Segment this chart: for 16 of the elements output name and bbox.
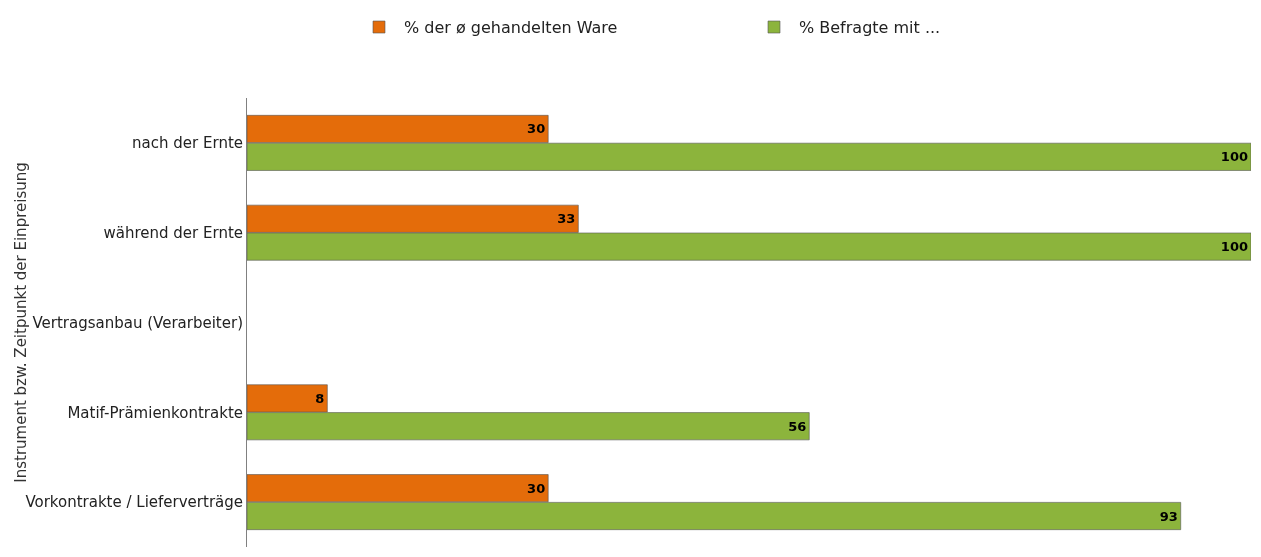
legend-label: % der ø gehandelten Ware bbox=[404, 18, 618, 38]
y-tick-label: Vorkontrakte / Lieferverträge bbox=[25, 493, 243, 512]
data-label: 100 bbox=[1220, 239, 1248, 255]
y-axis-title: Instrument bzw. Zeitpunkt der Einpreisung bbox=[12, 162, 31, 483]
legend-label: % Befragte mit ... bbox=[799, 18, 941, 38]
data-label: 30 bbox=[527, 480, 546, 496]
y-tick-label: nach der Ernte bbox=[132, 134, 243, 153]
data-label: 33 bbox=[557, 211, 576, 227]
data-label: 56 bbox=[788, 418, 807, 434]
data-label: 30 bbox=[527, 121, 546, 137]
data-label: 8 bbox=[315, 390, 325, 406]
data-label: 93 bbox=[1159, 508, 1178, 524]
y-tick-label: Matif-Prämienkontrakte bbox=[67, 403, 243, 422]
y-tick-label: während der Ernte bbox=[103, 223, 243, 242]
data-label: 100 bbox=[1220, 149, 1248, 165]
y-tick-label: Vertragsanbau (Verarbeiter) bbox=[32, 313, 243, 332]
